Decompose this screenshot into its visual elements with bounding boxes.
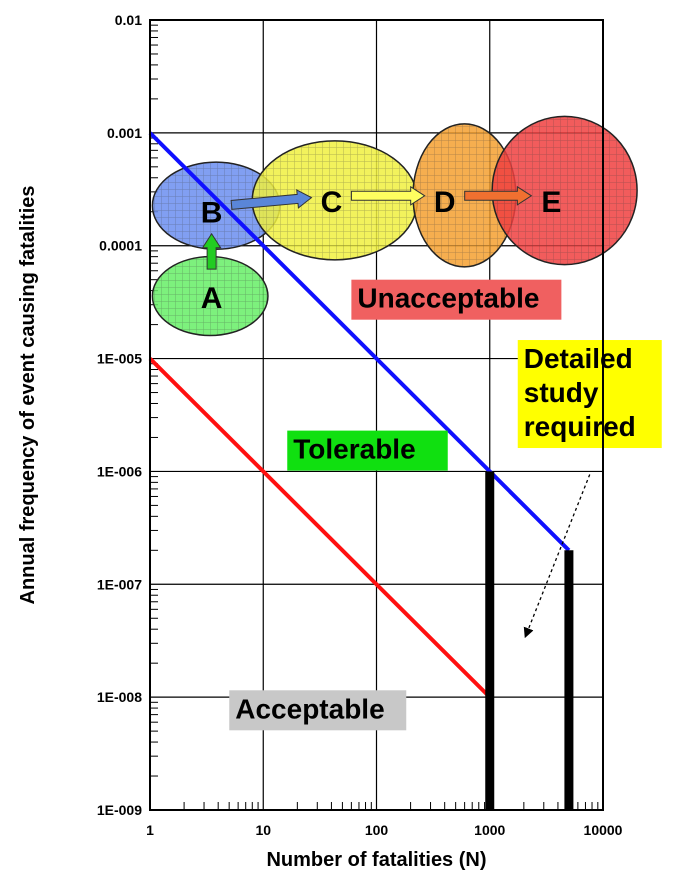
arrow-b-to-c: [230, 189, 313, 210]
x-tick-label: 1: [146, 822, 154, 838]
y-tick-label: 1E-006: [97, 463, 142, 479]
limit-bars: [485, 471, 574, 810]
bubble-label-a: A: [201, 282, 223, 315]
y-tick-labels: 1E-009 1E-008 1E-007 1E-006 1E-005 0.0001 0.00…: [97, 12, 142, 818]
label-acceptable-bg: [229, 690, 407, 731]
upper-criterion-line: [148, 131, 571, 552]
y-tick-label: 1E-009: [97, 802, 142, 818]
label-unacceptable-text: Unacceptable: [357, 283, 539, 314]
plot-frame: [149, 19, 604, 811]
y-tick-label: 1E-005: [97, 351, 142, 367]
label-detailed-study-bg: [517, 340, 662, 449]
x-tick-label: 1000: [474, 822, 505, 838]
x-tick-label: 10000: [584, 822, 623, 838]
lower-criterion-line: [148, 357, 492, 699]
label-detailed-study-text: Detailed: [524, 343, 633, 374]
x-tick-label: 100: [365, 822, 389, 838]
y-axis-title: Annual frequency of event causing fatali…: [17, 186, 39, 605]
label-unacceptable-bg: [351, 279, 562, 320]
bubble-hatch: [492, 116, 638, 265]
label-detailed-study-text: study: [524, 377, 599, 408]
bubble-hatch: [252, 140, 418, 260]
bubble-hatch: [152, 162, 280, 250]
label-tolerable-text: Tolerable: [293, 434, 415, 465]
y-tick-label: 1E-007: [97, 576, 142, 592]
arrow-c-to-d: [350, 185, 426, 206]
bubble-c: [251, 140, 419, 261]
label-tolerable-bg: [287, 430, 448, 471]
x-tick-label: 10: [255, 822, 271, 838]
x-axis-title: Number of fatalities (N): [266, 849, 486, 871]
bubbles: A B C D E: [151, 115, 638, 337]
y-tick-label: 0.001: [107, 125, 142, 141]
y-tick-label: 0.01: [115, 12, 142, 28]
bubble-label-b: B: [201, 197, 223, 230]
label-detailed-study-text: required: [524, 411, 636, 442]
label-unacceptable: Unacceptable: [351, 279, 562, 320]
y-tick-label: 0.0001: [99, 238, 142, 254]
minor-ticks: [150, 24, 599, 810]
y-tick-label: 1E-008: [97, 689, 142, 705]
criterion-lines: [148, 131, 571, 699]
bubble-b: [151, 161, 281, 251]
bubble-label-c: C: [321, 186, 343, 219]
label-acceptable-text: Acceptable: [235, 693, 384, 724]
label-acceptable: Acceptable: [229, 690, 407, 731]
label-tolerable: Tolerable: [287, 430, 448, 471]
bubble-label-d: D: [434, 186, 456, 219]
bubble-a: [151, 255, 269, 337]
arrow-d-to-e: [464, 185, 533, 206]
bubble-hatch: [152, 256, 268, 336]
x-tick-labels: 1 10 100 1000 10000: [146, 822, 623, 838]
bubble-label-e: E: [541, 186, 561, 219]
arrow-a-to-b: [201, 232, 222, 270]
transition-arrows: [201, 185, 533, 270]
region-annotations: Unacceptable Tolerable Acceptable Detaileds…: [229, 279, 662, 731]
bubble-e: [491, 115, 638, 266]
detailed-study-pointer: [523, 474, 591, 639]
